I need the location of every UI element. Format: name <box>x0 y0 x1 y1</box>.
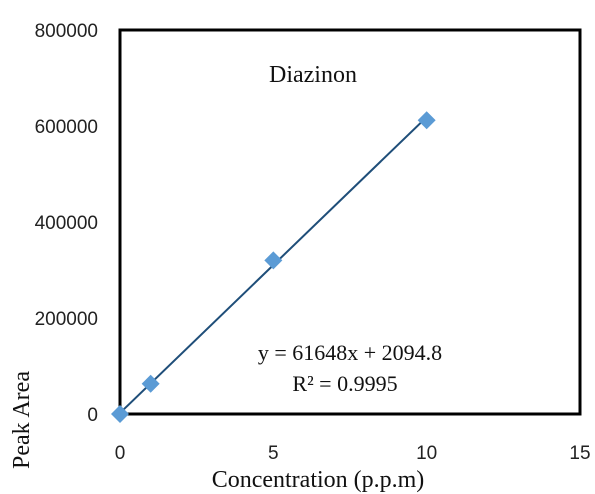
y-tick-label: 200000 <box>35 309 98 330</box>
y-tick-label: 600000 <box>35 117 98 138</box>
y-tick-label: 400000 <box>35 213 98 234</box>
plot-area-border <box>118 28 582 416</box>
y-tick-label: 800000 <box>35 21 98 42</box>
y-tick-label: 0 <box>87 405 98 426</box>
x-tick-label: 5 <box>268 443 279 464</box>
data-point-marker <box>111 405 129 423</box>
data-point-marker <box>141 374 160 393</box>
x-tick-labels: 0 5 10 15 <box>115 443 591 464</box>
data-point-marker <box>417 111 436 130</box>
data-point-marker <box>264 251 283 270</box>
chart-title: Diazinon <box>269 62 357 88</box>
trendline-equation: y = 61648x + 2094.8 <box>258 340 442 365</box>
x-axis-label: Concentration (p.p.m) <box>212 467 425 493</box>
y-tick-labels: 0 200000 400000 600000 800000 <box>35 21 98 426</box>
x-tick-label: 10 <box>416 443 437 464</box>
x-tick-label: 0 <box>115 443 126 464</box>
r-squared-label: R² = 0.9995 <box>292 371 397 396</box>
data-points <box>111 111 436 423</box>
y-axis-label: Peak Area <box>9 371 35 469</box>
x-tick-label: 15 <box>569 443 590 464</box>
